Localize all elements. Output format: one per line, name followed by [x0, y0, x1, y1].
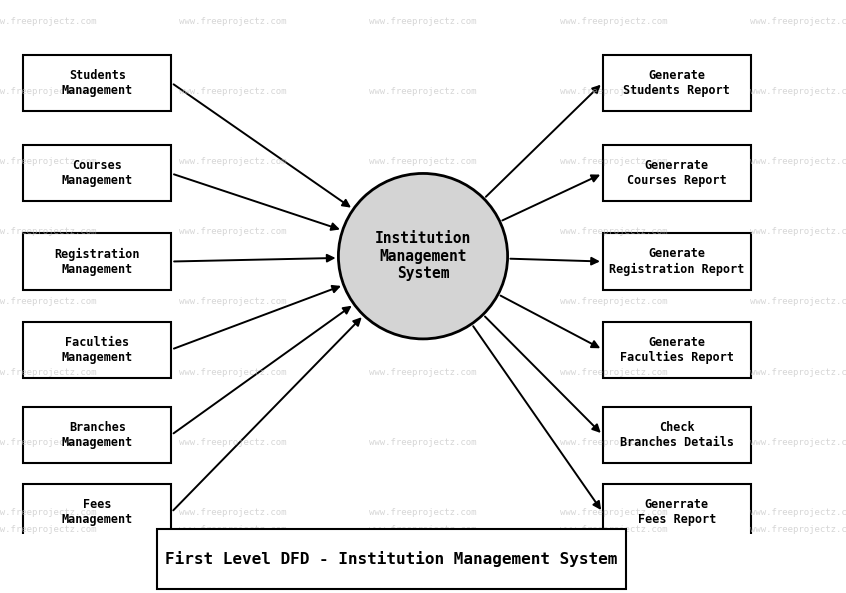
Text: www.freeprojectz.com: www.freeprojectz.com	[559, 508, 667, 517]
FancyBboxPatch shape	[602, 407, 750, 463]
Text: www.freeprojectz.com: www.freeprojectz.com	[559, 157, 667, 166]
Text: www.freeprojectz.com: www.freeprojectz.com	[750, 227, 846, 236]
Text: www.freeprojectz.com: www.freeprojectz.com	[750, 525, 846, 534]
FancyBboxPatch shape	[602, 55, 750, 111]
Text: www.freeprojectz.com: www.freeprojectz.com	[750, 508, 846, 517]
Text: www.freeprojectz.com: www.freeprojectz.com	[559, 368, 667, 377]
Text: www.freeprojectz.com: www.freeprojectz.com	[179, 298, 287, 307]
Text: www.freeprojectz.com: www.freeprojectz.com	[0, 525, 96, 534]
FancyBboxPatch shape	[24, 407, 171, 463]
Text: www.freeprojectz.com: www.freeprojectz.com	[369, 17, 477, 26]
Text: Branches
Management: Branches Management	[62, 421, 133, 449]
Text: www.freeprojectz.com: www.freeprojectz.com	[369, 368, 477, 377]
Text: www.freeprojectz.com: www.freeprojectz.com	[369, 438, 477, 447]
Text: www.freeprojectz.com: www.freeprojectz.com	[0, 87, 96, 96]
Text: www.freeprojectz.com: www.freeprojectz.com	[179, 368, 287, 377]
Text: www.freeprojectz.com: www.freeprojectz.com	[559, 87, 667, 96]
Text: www.freeprojectz.com: www.freeprojectz.com	[0, 227, 96, 236]
FancyBboxPatch shape	[602, 321, 750, 378]
Text: www.freeprojectz.com: www.freeprojectz.com	[179, 525, 287, 534]
Text: Students
Management: Students Management	[62, 69, 133, 97]
Text: www.freeprojectz.com: www.freeprojectz.com	[179, 157, 287, 166]
Text: www.freeprojectz.com: www.freeprojectz.com	[559, 17, 667, 26]
Text: First Level DFD - Institution Management System: First Level DFD - Institution Management…	[165, 551, 618, 567]
Text: Institution
Management
System: Institution Management System	[375, 231, 471, 281]
Text: www.freeprojectz.com: www.freeprojectz.com	[0, 508, 96, 517]
Text: www.freeprojectz.com: www.freeprojectz.com	[559, 227, 667, 236]
FancyBboxPatch shape	[157, 529, 626, 589]
Text: www.freeprojectz.com: www.freeprojectz.com	[179, 87, 287, 96]
Text: www.freeprojectz.com: www.freeprojectz.com	[559, 525, 667, 534]
Text: www.freeprojectz.com: www.freeprojectz.com	[369, 525, 477, 534]
Text: www.freeprojectz.com: www.freeprojectz.com	[369, 298, 477, 307]
FancyBboxPatch shape	[24, 321, 171, 378]
Text: www.freeprojectz.com: www.freeprojectz.com	[559, 298, 667, 307]
FancyBboxPatch shape	[24, 55, 171, 111]
Text: www.freeprojectz.com: www.freeprojectz.com	[0, 438, 96, 447]
Text: Generate
Students Report: Generate Students Report	[624, 69, 730, 97]
FancyBboxPatch shape	[24, 145, 171, 202]
Text: www.freeprojectz.com: www.freeprojectz.com	[369, 157, 477, 166]
FancyBboxPatch shape	[602, 145, 750, 202]
Text: www.freeprojectz.com: www.freeprojectz.com	[750, 17, 846, 26]
Text: Generate
Faculties Report: Generate Faculties Report	[620, 336, 733, 364]
Text: Check
Branches Details: Check Branches Details	[620, 421, 733, 449]
Text: www.freeprojectz.com: www.freeprojectz.com	[179, 508, 287, 517]
Text: www.freeprojectz.com: www.freeprojectz.com	[0, 298, 96, 307]
Text: Generrate
Courses Report: Generrate Courses Report	[627, 160, 727, 187]
Text: www.freeprojectz.com: www.freeprojectz.com	[0, 17, 96, 26]
Text: www.freeprojectz.com: www.freeprojectz.com	[369, 87, 477, 96]
Text: www.freeprojectz.com: www.freeprojectz.com	[750, 298, 846, 307]
Text: Registration
Management: Registration Management	[54, 247, 140, 276]
Text: Generate
Registration Report: Generate Registration Report	[609, 247, 744, 276]
FancyBboxPatch shape	[24, 484, 171, 540]
Text: Generrate
Fees Report: Generrate Fees Report	[638, 498, 716, 527]
Text: Fees
Management: Fees Management	[62, 498, 133, 527]
FancyBboxPatch shape	[24, 234, 171, 289]
Text: Courses
Management: Courses Management	[62, 160, 133, 187]
Text: www.freeprojectz.com: www.freeprojectz.com	[369, 227, 477, 236]
Text: www.freeprojectz.com: www.freeprojectz.com	[179, 438, 287, 447]
Text: www.freeprojectz.com: www.freeprojectz.com	[369, 508, 477, 517]
FancyBboxPatch shape	[602, 484, 750, 540]
Text: www.freeprojectz.com: www.freeprojectz.com	[179, 17, 287, 26]
Text: www.freeprojectz.com: www.freeprojectz.com	[179, 227, 287, 236]
Text: www.freeprojectz.com: www.freeprojectz.com	[750, 368, 846, 377]
Text: www.freeprojectz.com: www.freeprojectz.com	[0, 368, 96, 377]
Text: www.freeprojectz.com: www.freeprojectz.com	[750, 438, 846, 447]
Ellipse shape	[338, 173, 508, 339]
Text: www.freeprojectz.com: www.freeprojectz.com	[750, 157, 846, 166]
Text: Faculties
Management: Faculties Management	[62, 336, 133, 364]
FancyBboxPatch shape	[602, 234, 750, 289]
Text: www.freeprojectz.com: www.freeprojectz.com	[0, 157, 96, 166]
Text: www.freeprojectz.com: www.freeprojectz.com	[559, 438, 667, 447]
Text: www.freeprojectz.com: www.freeprojectz.com	[750, 87, 846, 96]
